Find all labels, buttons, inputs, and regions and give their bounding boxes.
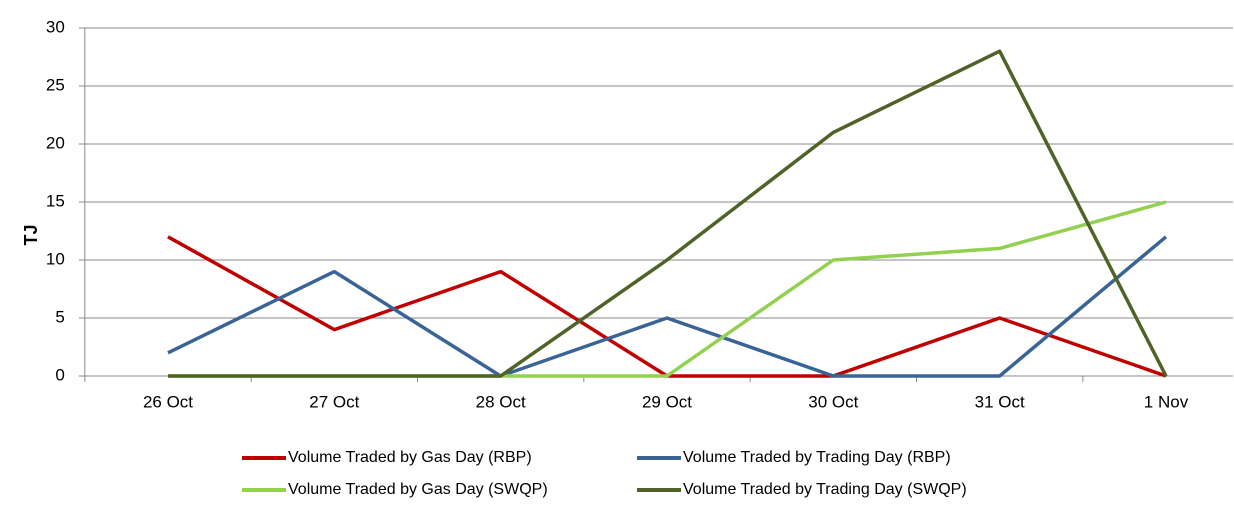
y-tick-label: 10 (46, 249, 65, 268)
y-tick-label: 25 (46, 75, 65, 94)
series-line (168, 200, 1167, 378)
y-tick-label: 20 (46, 133, 65, 152)
x-tick-label: 1 Nov (1144, 392, 1189, 411)
legend-label: Volume Traded by Trading Day (RBP) (683, 449, 951, 466)
x-tick-label: 26 Oct (143, 392, 193, 411)
series-line (168, 49, 1168, 378)
y-tick-label: 30 (46, 17, 65, 36)
x-tick-label: 28 Oct (476, 392, 526, 411)
y-tick-label: 5 (55, 307, 64, 326)
series-line (167, 235, 1168, 378)
legend-label: Volume Traded by Gas Day (SWQP) (288, 481, 548, 498)
y-tick-label: 15 (46, 191, 65, 210)
x-tick-label: 30 Oct (808, 392, 858, 411)
x-tick-label: 29 Oct (642, 392, 692, 411)
y-tick-label: 0 (55, 365, 64, 384)
x-tick-label: 27 Oct (309, 392, 359, 411)
series-line (167, 235, 1167, 378)
y-axis-label: TJ (21, 224, 41, 245)
legend-label: Volume Traded by Trading Day (SWQP) (683, 481, 967, 498)
legend-label: Volume Traded by Gas Day (RBP) (288, 449, 532, 466)
x-tick-label: 31 Oct (975, 392, 1025, 411)
